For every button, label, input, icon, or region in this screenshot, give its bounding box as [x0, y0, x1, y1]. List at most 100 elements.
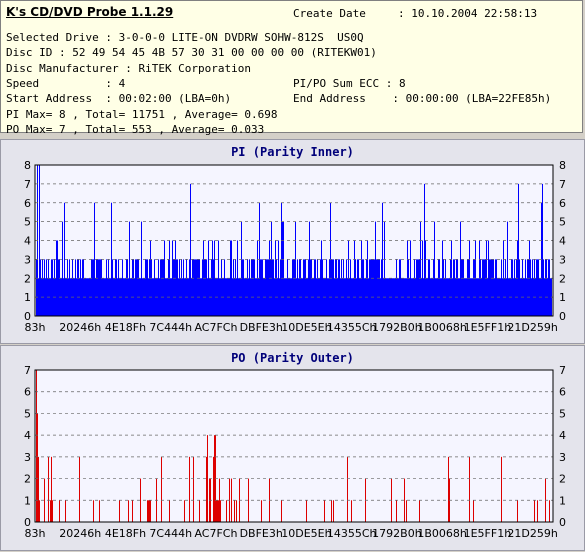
y-tick-label-left: 5 — [24, 216, 31, 229]
data-bar — [440, 278, 441, 316]
data-bar — [416, 259, 417, 316]
data-bar — [445, 259, 446, 316]
y-tick-label-right: 0 — [559, 310, 566, 323]
data-bar — [65, 500, 66, 522]
y-tick-label-right: 5 — [559, 407, 566, 420]
data-bar — [309, 221, 310, 316]
y-tick-label-left: 6 — [24, 386, 31, 399]
data-bar — [335, 259, 336, 316]
data-bar — [225, 278, 226, 316]
data-bar — [149, 259, 150, 316]
data-bar — [74, 278, 75, 316]
data-bar — [170, 278, 171, 316]
data-bar — [78, 259, 79, 316]
data-bar — [48, 259, 49, 316]
y-tick-label-right: 8 — [559, 159, 566, 172]
x-tick-label: 83h — [25, 321, 46, 334]
data-bar — [429, 259, 430, 316]
data-bar — [162, 259, 163, 316]
data-bar — [45, 278, 46, 316]
data-bar — [467, 259, 468, 316]
data-bar — [52, 259, 53, 316]
data-bar — [546, 259, 547, 316]
data-bar — [110, 278, 111, 316]
data-bar — [326, 259, 327, 316]
data-bar — [484, 259, 485, 316]
data-bar — [64, 202, 65, 316]
data-bar — [456, 259, 457, 316]
data-bar — [469, 456, 470, 522]
data-bar — [153, 278, 154, 316]
data-bar — [387, 278, 388, 316]
po-chart-title: PO (Parity Outer) — [231, 351, 354, 365]
data-bar — [356, 278, 357, 316]
data-bar — [204, 259, 205, 316]
data-bar — [350, 259, 351, 316]
start-address: Start Address : 00:02:00 (LBA=0h) — [6, 92, 232, 105]
data-bar — [150, 500, 151, 522]
data-bar — [190, 183, 191, 316]
data-bar — [279, 278, 280, 316]
x-tick-label: 1B0068h — [417, 527, 467, 540]
data-bar — [221, 259, 222, 316]
data-bar — [373, 259, 374, 316]
data-bar — [300, 259, 301, 316]
data-bar — [483, 259, 484, 316]
data-bar — [480, 259, 481, 316]
data-bar — [194, 259, 195, 316]
data-bar — [438, 259, 439, 316]
data-bar — [140, 478, 141, 522]
data-bar — [189, 456, 190, 522]
data-bar — [371, 259, 372, 316]
data-bar — [169, 500, 170, 522]
x-tick-label: 4E18Fh — [105, 321, 146, 334]
data-bar — [548, 259, 549, 316]
data-bar — [38, 456, 39, 522]
data-bar — [495, 259, 496, 316]
data-bar — [176, 259, 177, 316]
x-tick-label: 21D259h — [507, 527, 557, 540]
data-bar — [241, 221, 242, 316]
data-bar — [207, 435, 208, 522]
data-bar — [322, 259, 323, 316]
data-bar — [184, 278, 185, 316]
x-tick-label: 1E5FF1h — [464, 527, 512, 540]
data-bar — [70, 278, 71, 316]
data-bar — [106, 259, 107, 316]
data-bar — [517, 500, 518, 522]
data-bar — [380, 278, 381, 316]
data-bar — [81, 278, 82, 316]
x-tick-label: 20246h — [59, 321, 101, 334]
data-bar — [530, 259, 531, 316]
x-tick-label: DBFE3h — [240, 527, 283, 540]
data-bar — [333, 500, 334, 522]
data-bar — [253, 259, 254, 316]
data-bar — [381, 259, 382, 316]
data-bar — [376, 259, 377, 316]
data-bar — [220, 278, 221, 316]
data-bar — [265, 259, 266, 316]
data-bar — [100, 259, 101, 316]
data-bar — [308, 259, 309, 316]
data-bar — [148, 278, 149, 316]
x-tick-label: 1B0068h — [417, 321, 467, 334]
data-bar — [332, 259, 333, 316]
data-bar — [39, 165, 40, 316]
data-bar — [524, 278, 525, 316]
data-bar — [463, 259, 464, 316]
data-bar — [526, 278, 527, 316]
data-bar — [38, 278, 39, 316]
data-bar — [126, 259, 127, 316]
data-bar — [213, 456, 214, 522]
data-bar — [231, 478, 232, 522]
data-bar — [351, 278, 352, 316]
data-bar — [230, 240, 231, 316]
data-bar — [462, 259, 463, 316]
data-bar — [357, 259, 358, 316]
data-bar — [234, 500, 235, 522]
data-bar — [501, 259, 502, 316]
data-bar — [338, 259, 339, 316]
data-bar — [147, 259, 148, 316]
data-bar — [83, 259, 84, 316]
data-bar — [236, 278, 237, 316]
